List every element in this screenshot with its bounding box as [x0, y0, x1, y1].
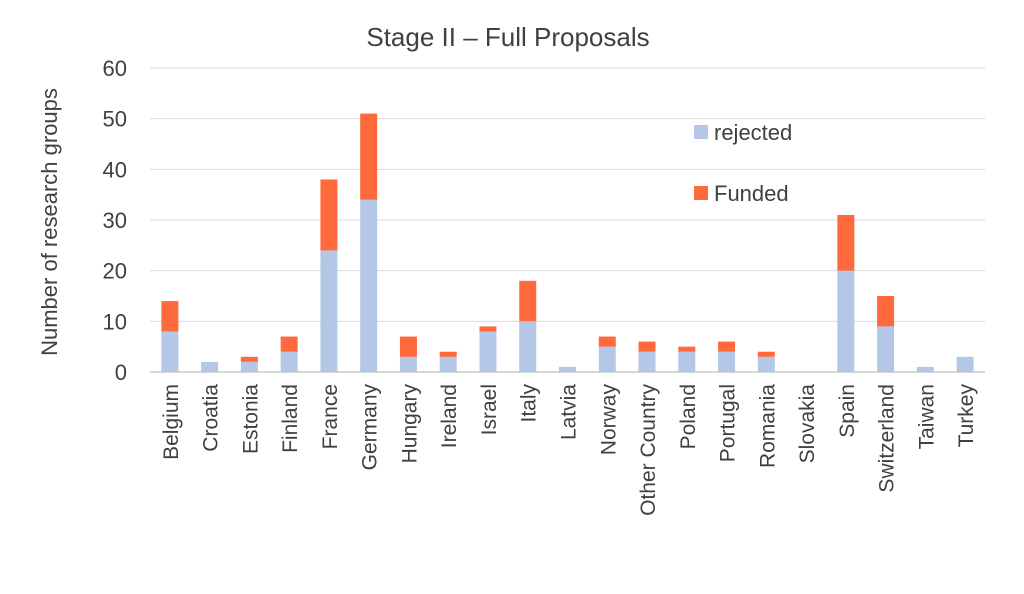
bar-funded-germany: [360, 113, 378, 200]
legend-swatch-rejected: [694, 125, 708, 139]
chart-title: Stage II – Full Proposals: [366, 22, 649, 52]
bar-funded-ireland: [439, 351, 457, 357]
bar-rejected-norway: [598, 346, 616, 372]
bar-rejected-poland: [678, 351, 696, 372]
x-tick-label-other-country: Other Country: [637, 384, 660, 516]
x-tick-label-finland: Finland: [279, 384, 302, 453]
x-tick-labels: Belgium Croatia Estonia Finland France German…: [160, 384, 978, 516]
x-tick-label-belgium: Belgium: [160, 384, 183, 460]
bars: [161, 113, 974, 372]
bar-funded-israel: [479, 326, 497, 332]
y-tick-label-60: 60: [103, 56, 127, 81]
bar-funded-italy: [519, 280, 537, 322]
bar-rejected-italy: [519, 321, 537, 372]
y-tick-label-50: 50: [103, 107, 127, 132]
x-tick-label-germany: Germany: [359, 384, 382, 471]
y-tick-labels: 0 10 20 30 40 50 60: [103, 56, 127, 385]
x-tick-label-norway: Norway: [597, 384, 620, 456]
bar-funded-finland: [280, 336, 298, 352]
x-tick-label-israel: Israel: [478, 384, 501, 435]
x-tick-label-ireland: Ireland: [438, 384, 461, 448]
legend-label-rejected: rejected: [714, 120, 792, 145]
x-tick-label-poland: Poland: [677, 384, 700, 449]
y-tick-label-30: 30: [103, 208, 127, 233]
bar-rejected-spain: [837, 270, 855, 372]
bar-funded-other-country: [638, 341, 656, 352]
y-tick-label-0: 0: [115, 360, 127, 385]
bar-rejected-france: [320, 250, 338, 372]
bar-funded-norway: [598, 336, 616, 347]
x-tick-label-portugal: Portugal: [717, 384, 740, 462]
x-tick-label-france: France: [319, 384, 342, 449]
bar-rejected-finland: [280, 351, 298, 372]
x-tick-label-taiwan: Taiwan: [915, 384, 938, 449]
bar-funded-hungary: [399, 336, 417, 357]
bar-rejected-belgium: [161, 331, 179, 372]
bar-rejected-other-country: [638, 351, 656, 372]
legend: rejected Funded: [694, 120, 792, 206]
x-tick-label-slovakia: Slovakia: [796, 384, 819, 464]
x-tick-label-spain: Spain: [836, 384, 859, 438]
legend-label-funded: Funded: [714, 181, 789, 206]
y-tick-label-10: 10: [103, 309, 127, 334]
bar-funded-estonia: [240, 356, 258, 362]
x-tick-label-romania: Romania: [756, 384, 779, 468]
bar-funded-poland: [678, 346, 696, 352]
x-tick-label-hungary: Hungary: [398, 384, 421, 464]
gridlines: [150, 67, 985, 322]
bar-rejected-hungary: [399, 356, 417, 372]
y-tick-label-40: 40: [103, 157, 127, 182]
bar-funded-spain: [837, 214, 855, 271]
bar-rejected-romania: [757, 356, 775, 372]
x-tick-label-turkey: Turkey: [955, 384, 978, 448]
bar-rejected-taiwan: [916, 366, 934, 372]
x-tick-label-latvia: Latvia: [558, 384, 581, 440]
bar-rejected-germany: [360, 199, 378, 372]
bar-rejected-switzerland: [877, 326, 895, 372]
bar-funded-belgium: [161, 301, 179, 332]
x-tick-label-estonia: Estonia: [239, 384, 262, 454]
y-tick-label-20: 20: [103, 259, 127, 284]
bar-rejected-portugal: [718, 351, 736, 372]
bar-funded-portugal: [718, 341, 736, 352]
x-tick-label-switzerland: Switzerland: [876, 384, 899, 493]
legend-swatch-funded: [694, 186, 708, 200]
x-tick-label-italy: Italy: [518, 384, 541, 423]
bar-rejected-estonia: [240, 361, 258, 372]
bar-rejected-israel: [479, 331, 497, 372]
bar-rejected-latvia: [559, 366, 576, 372]
bar-funded-france: [320, 179, 338, 251]
bar-funded-switzerland: [877, 296, 895, 327]
x-tick-label-croatia: Croatia: [200, 384, 223, 452]
bar-rejected-turkey: [956, 356, 974, 372]
bar-rejected-ireland: [439, 356, 457, 372]
y-axis-label: Number of research groups: [37, 88, 62, 356]
bar-rejected-croatia: [201, 361, 219, 372]
bar-funded-romania: [757, 351, 775, 357]
